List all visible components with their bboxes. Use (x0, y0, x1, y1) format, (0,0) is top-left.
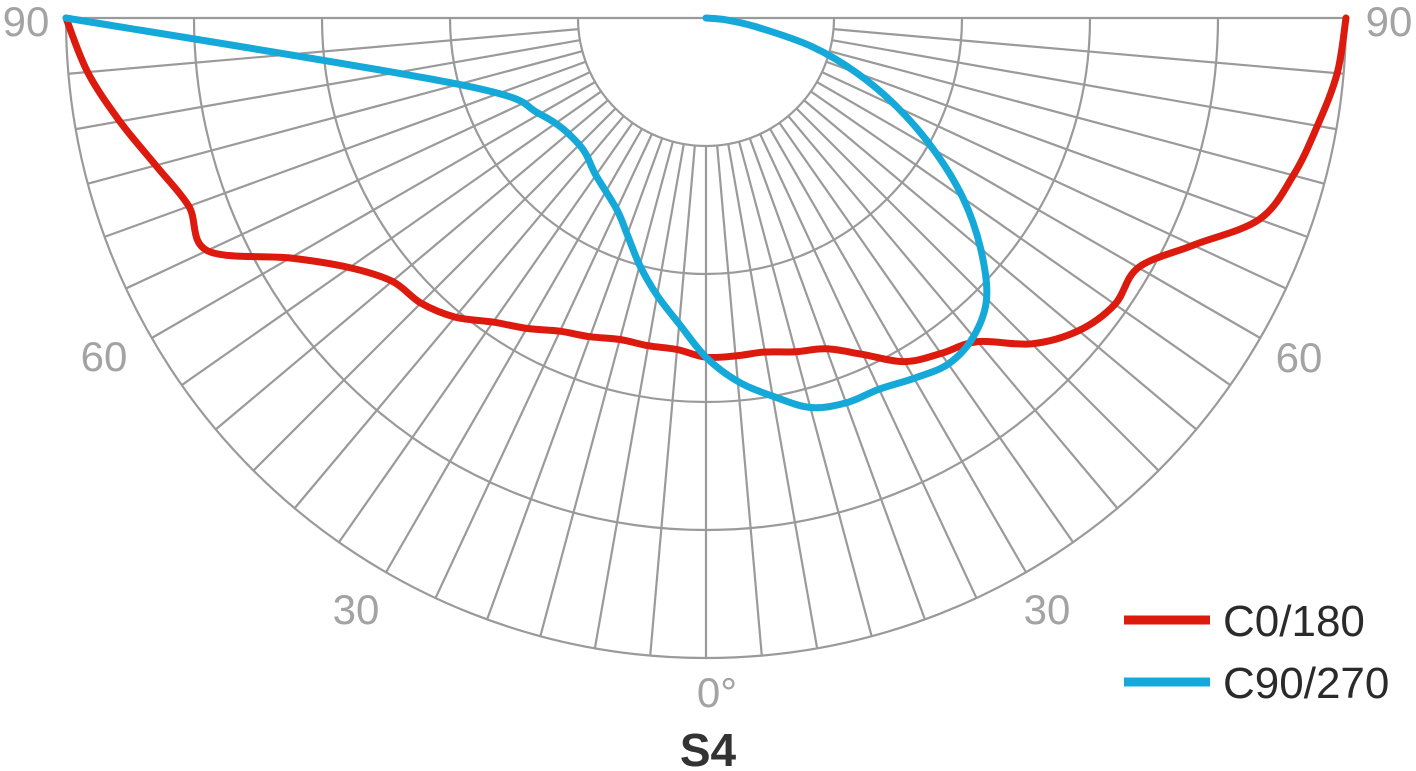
grid-spoke (738, 141, 873, 637)
grid-spoke (816, 81, 1261, 339)
grid-spoke (810, 90, 1231, 386)
grid-ring-1 (576, 17, 836, 148)
legend-label-c0-180: C0/180 (1223, 597, 1365, 646)
grid-spoke (795, 107, 1160, 472)
tick-label-right-90: 90 (1366, 0, 1413, 45)
grid-spoke (825, 60, 1308, 238)
grid-spoke (769, 128, 1027, 573)
tick-label-left-30: 30 (333, 586, 380, 633)
grid-spoke (215, 99, 609, 431)
grid-spoke (293, 115, 625, 509)
grid-spoke (68, 28, 579, 75)
grid-spoke (104, 60, 587, 238)
grid-spoke (434, 133, 653, 599)
grid-spoke (539, 141, 674, 637)
grid-spoke (125, 71, 591, 290)
grid-spoke (778, 122, 1074, 543)
grid-spoke (748, 137, 926, 620)
grid-spoke (151, 81, 596, 339)
grid-spoke (829, 50, 1325, 185)
grid-spoke (803, 99, 1197, 431)
grid-spoke (181, 90, 602, 386)
tick-label-right-60: 60 (1276, 334, 1323, 381)
grid-spoke (649, 145, 696, 656)
chart-title: S4 (680, 724, 737, 771)
grid-spoke (75, 39, 581, 131)
grid-spoke (831, 39, 1337, 131)
grid-spoke (787, 115, 1119, 509)
grid-spoke (486, 137, 664, 620)
grid-spoke (385, 128, 643, 573)
grid-spoke (338, 122, 634, 543)
tick-label-right-30: 30 (1024, 586, 1071, 633)
grid-spoke (87, 50, 583, 185)
legend: C0/180 C90/270 (1124, 597, 1389, 708)
tick-label-left-60: 60 (81, 333, 128, 380)
grid-spoke (833, 28, 1344, 75)
tick-label-center-0: 0° (697, 669, 737, 716)
grid-spoke (759, 133, 978, 599)
tick-label-left-90: 90 (3, 0, 50, 45)
grid-spoke (593, 143, 685, 649)
legend-label-c90-270: C90/270 (1223, 659, 1389, 708)
series-line-c90-270 (62, 14, 991, 412)
polar-grid (64, 16, 1348, 660)
grid-spoke (716, 145, 763, 656)
series-layer (62, 14, 1350, 412)
grid-spoke (252, 107, 617, 472)
